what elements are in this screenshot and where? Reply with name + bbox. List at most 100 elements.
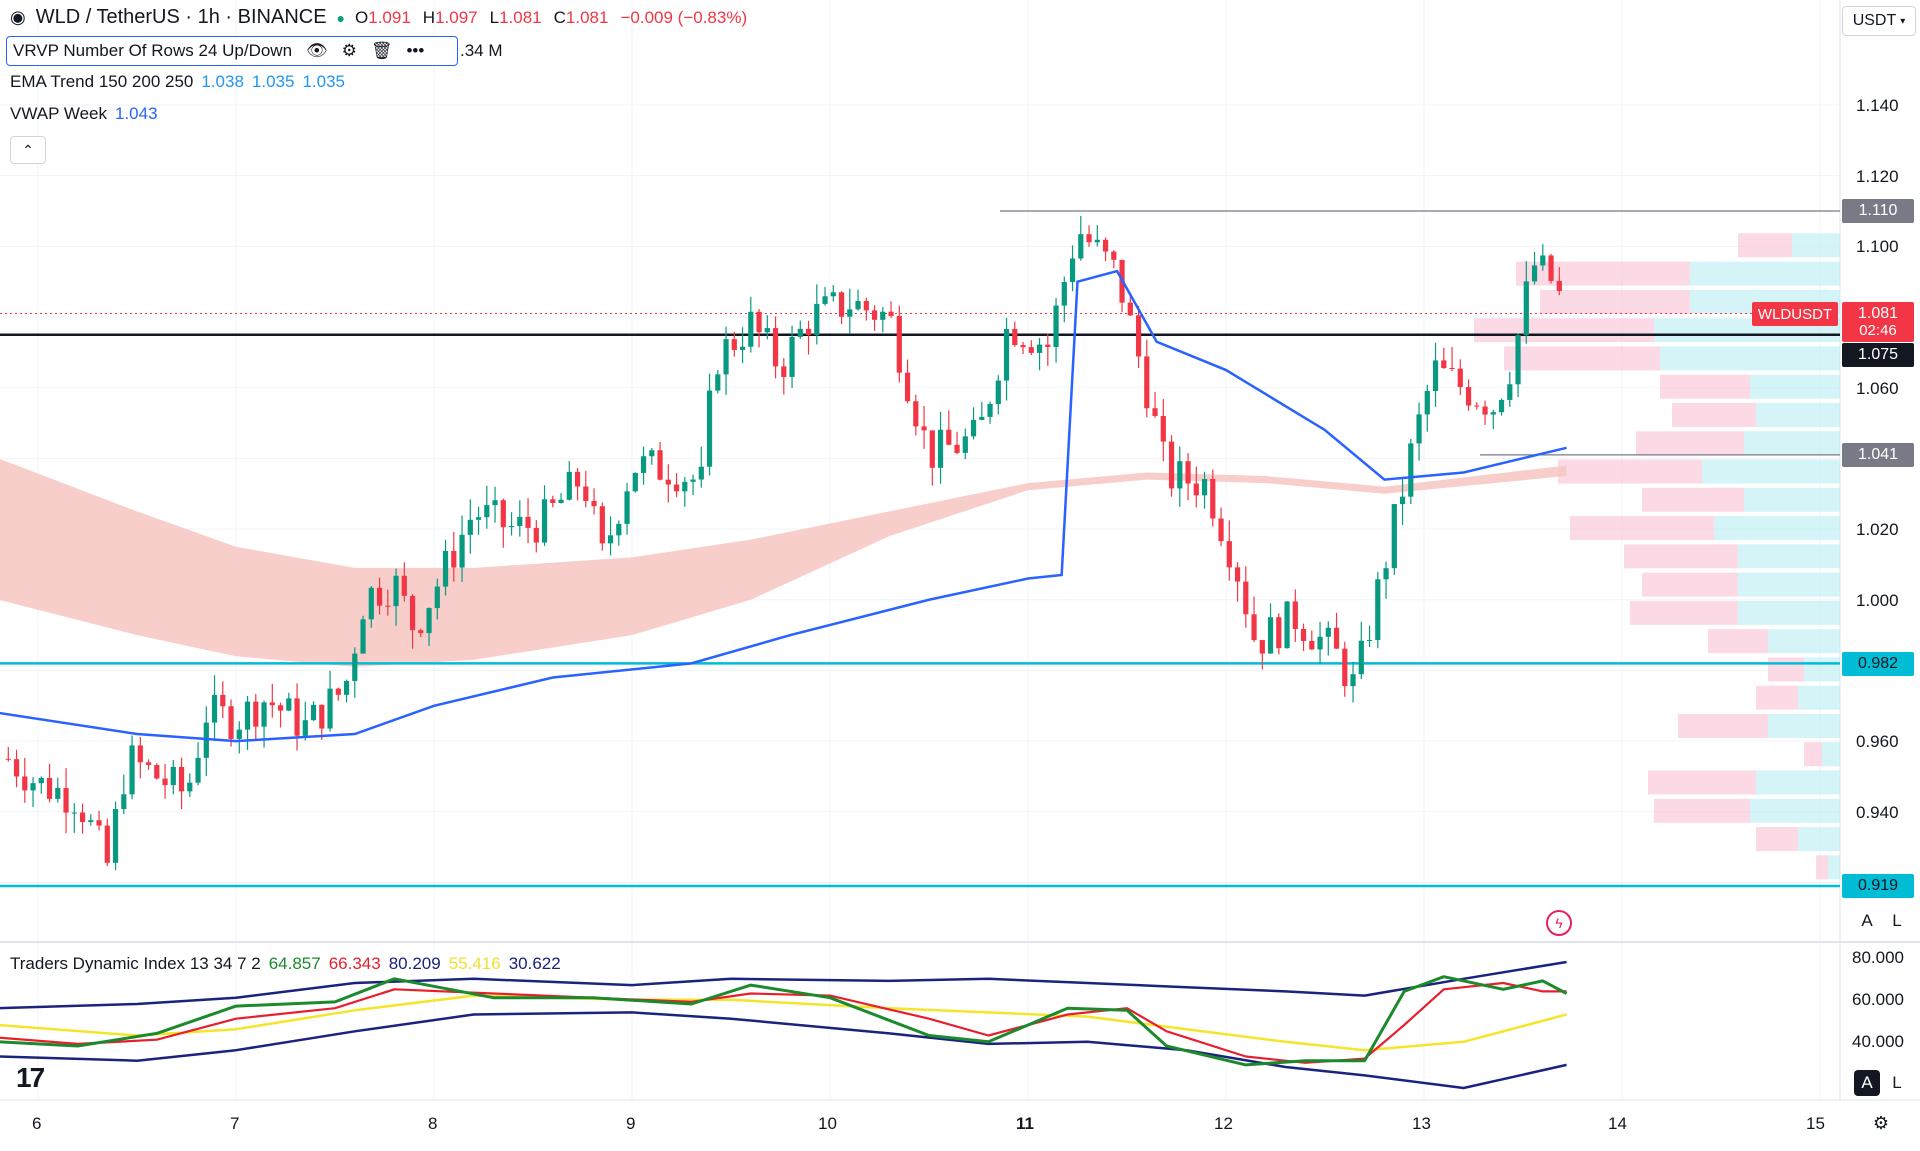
time-tick: 12 — [1214, 1114, 1233, 1133]
vp-row-down — [1570, 516, 1714, 541]
time-tick: 11 — [1016, 1114, 1034, 1133]
candle-body — [970, 419, 977, 437]
candle-body — [88, 820, 94, 823]
ema-legend[interactable]: EMA Trend 150 200 250 1.038 1.035 1.035 — [10, 72, 345, 92]
candle-body — [286, 698, 292, 711]
candle-body — [904, 372, 911, 402]
vp-row-up — [1738, 600, 1840, 625]
vp-row-up — [1744, 487, 1840, 512]
candle-body — [1474, 405, 1480, 407]
vp-row-down — [1504, 346, 1660, 371]
candle-body — [698, 466, 704, 480]
level-tag-high: 1.110 — [1842, 199, 1914, 223]
vp-row-down — [1816, 855, 1828, 880]
tdi-legend[interactable]: Traders Dynamic Index 13 34 7 2 64.857 6… — [10, 954, 561, 974]
auto-scale-button[interactable]: A — [1861, 911, 1873, 930]
candle-body — [657, 450, 663, 480]
vp-row-down — [1558, 459, 1702, 484]
symbol-title[interactable]: WLD / TetherUS · 1h · BINANCE — [35, 6, 327, 28]
ema-value-200: 1.035 — [251, 72, 295, 91]
candle-body — [1391, 504, 1397, 569]
time-tick: 7 — [230, 1114, 240, 1133]
candle-body — [170, 766, 176, 786]
candle-body — [987, 403, 993, 417]
candle-body — [294, 698, 300, 736]
candle-body — [962, 436, 968, 453]
vp-row-up — [1798, 827, 1840, 852]
vrvp-label[interactable]: VRVP Number Of Rows 24 Up/Down — [13, 41, 293, 60]
candle-body — [880, 311, 886, 320]
candle-body — [104, 825, 110, 863]
candle-body — [195, 757, 201, 783]
tdi-auto-scale-button[interactable]: A — [1854, 1070, 1880, 1096]
candle-body — [187, 782, 193, 792]
candle-body — [121, 794, 127, 810]
settings-gear-icon[interactable]: ⚙ — [1872, 1112, 1890, 1133]
vrvp-legend[interactable]: VRVP Number Of Rows 24 Up/Down 👁 ⚙ 🗑 ••• — [6, 36, 458, 66]
vp-row-up — [1792, 233, 1840, 258]
symbol-logo-icon: ◉ — [10, 7, 26, 27]
candle-body — [1457, 368, 1463, 388]
candle-body — [805, 328, 812, 335]
tdi-market-base-line — [0, 994, 1567, 1052]
market-status-icon: ● — [336, 9, 346, 26]
candle-body — [1036, 344, 1043, 353]
candle-body — [38, 778, 44, 784]
candle-body — [1094, 239, 1100, 243]
vp-row-up — [1750, 798, 1840, 823]
candle-body — [591, 500, 597, 507]
vp-row-up — [1690, 261, 1840, 286]
vwap-legend[interactable]: VWAP Week 1.043 — [10, 104, 158, 124]
candle-body — [1531, 265, 1538, 282]
candle-body — [797, 328, 803, 337]
candle-body — [1408, 443, 1414, 497]
chevron-down-icon: ▾ — [1900, 15, 1906, 27]
candle-body — [525, 516, 531, 528]
candle-body — [1210, 478, 1216, 519]
candle-body — [739, 346, 746, 350]
eye-icon[interactable]: 👁 — [306, 41, 328, 60]
candle-body — [236, 729, 242, 739]
candle-body — [1234, 567, 1241, 582]
candle-body — [1045, 344, 1051, 347]
candle-body — [475, 517, 482, 520]
candle-body — [376, 587, 383, 606]
candle-body — [1078, 234, 1084, 259]
high-value: 1.097 — [435, 7, 478, 27]
vp-row-down — [1768, 657, 1804, 682]
candle-body — [508, 525, 515, 528]
collapse-legend-button[interactable]: ⌃ — [10, 136, 46, 164]
candle-body — [1490, 412, 1496, 415]
candle-body — [1317, 636, 1323, 650]
candle-body — [162, 778, 168, 786]
change-value: −0.009 (−0.83%) — [620, 7, 748, 27]
time-tick: 6 — [32, 1114, 42, 1133]
candle-body — [1226, 541, 1232, 568]
trash-icon[interactable]: 🗑 — [370, 41, 393, 60]
candle-body — [781, 366, 787, 377]
candle-body — [847, 309, 853, 317]
candle-body — [1061, 281, 1067, 306]
candle-body — [343, 680, 350, 695]
candle-body — [129, 745, 135, 795]
settings-icon[interactable]: ⚙ — [341, 41, 357, 60]
candle-body — [871, 310, 878, 320]
candle-body — [71, 812, 77, 814]
candle-body — [517, 516, 523, 526]
more-icon[interactable]: ••• — [406, 41, 425, 60]
vp-row-up — [1804, 657, 1840, 682]
candle-body — [1111, 251, 1117, 260]
vwap-line — [0, 269, 1567, 743]
candle-body — [541, 499, 548, 543]
candle-body — [583, 486, 589, 501]
tdi-log-scale-button[interactable]: L — [1892, 1073, 1902, 1092]
candle-body — [1177, 461, 1183, 489]
lightning-alert-icon[interactable]: ϟ — [1546, 910, 1572, 936]
candle-body — [154, 765, 160, 779]
currency-select[interactable]: USDT ▾ — [1842, 6, 1916, 36]
candle-body — [1251, 614, 1257, 641]
log-scale-button[interactable]: L — [1892, 911, 1902, 930]
close-value: 1.081 — [565, 7, 609, 27]
time-tick: 10 — [818, 1114, 837, 1133]
